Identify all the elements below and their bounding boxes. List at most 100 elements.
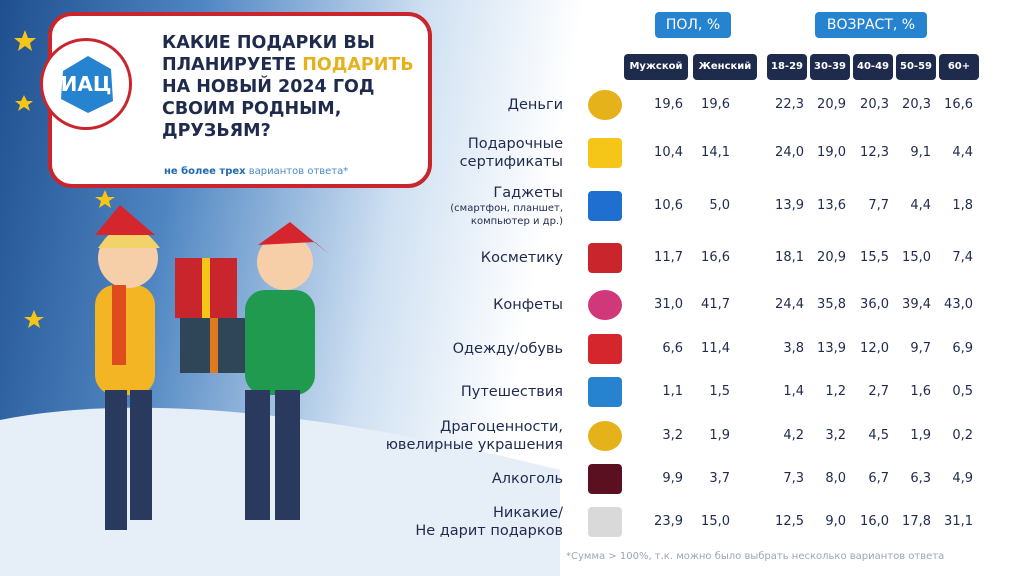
label-line: Одежду/обувь bbox=[452, 341, 563, 357]
cell-value: 16,6 bbox=[944, 97, 973, 112]
cell-value: 36,0 bbox=[860, 297, 889, 312]
cell-value: 24,4 bbox=[775, 297, 804, 312]
icon bbox=[588, 191, 622, 221]
illustration bbox=[0, 30, 560, 576]
row-label: Никакие/Не дарит подарков bbox=[415, 504, 563, 540]
row-label: Алкоголь bbox=[492, 470, 563, 488]
cell-value: 4,5 bbox=[868, 428, 889, 443]
cell-value: 1,8 bbox=[952, 198, 973, 213]
icon bbox=[588, 243, 622, 273]
cell-value: 4,4 bbox=[952, 145, 973, 160]
cell-value: 16,6 bbox=[701, 250, 730, 265]
cell-value: 1,9 bbox=[709, 428, 730, 443]
cell-value: 13,9 bbox=[817, 341, 846, 356]
cell-value: 0,2 bbox=[952, 428, 973, 443]
cell-value: 3,2 bbox=[825, 428, 846, 443]
cell-value: 1,5 bbox=[709, 384, 730, 399]
cell-value: 14,1 bbox=[701, 145, 730, 160]
cell-value: 9,9 bbox=[662, 471, 683, 486]
cell-value: 18,1 bbox=[775, 250, 804, 265]
row-label: Подарочные сертификаты bbox=[460, 135, 563, 171]
column-header: Женский bbox=[693, 54, 757, 80]
cell-value: 7,7 bbox=[868, 198, 889, 213]
title: КАКИЕ ПОДАРКИ ВЫ ПЛАНИРУЕТЕ ПОДАРИТЬ НА … bbox=[162, 32, 427, 142]
cell-value: 15,0 bbox=[701, 514, 730, 529]
icon bbox=[588, 138, 622, 168]
row-label: Драгоценности, ювелирные украшения bbox=[386, 418, 563, 454]
title-highlight: ПОДАРИТЬ bbox=[302, 55, 414, 75]
cell-value: 6,9 bbox=[952, 341, 973, 356]
label-line: Алкоголь bbox=[491, 471, 563, 487]
cell-value: 19,0 bbox=[817, 145, 846, 160]
cell-value: 6,3 bbox=[910, 471, 931, 486]
title-text: НА НОВЫЙ 2024 ГОД СВОИМ РОДНЫМ, ДРУЗЬЯМ? bbox=[162, 77, 375, 141]
label-line: сертификаты bbox=[459, 154, 563, 170]
row-label: Гаджеты (смартфон, планшет, компьютер и др… bbox=[450, 184, 563, 228]
cell-value: 15,0 bbox=[902, 250, 931, 265]
cell-value: 7,3 bbox=[783, 471, 804, 486]
label-note: (смартфон, планшет, bbox=[450, 203, 563, 214]
cell-value: 3,7 bbox=[709, 471, 730, 486]
cell-value: 11,7 bbox=[654, 250, 683, 265]
label-line: Драгоценности, bbox=[440, 419, 563, 435]
cell-value: 13,6 bbox=[817, 198, 846, 213]
cell-value: 20,9 bbox=[817, 97, 846, 112]
label-line: Конфеты bbox=[493, 297, 563, 313]
cell-value: 5,0 bbox=[709, 198, 730, 213]
label-line: Деньги bbox=[507, 97, 563, 113]
icon bbox=[588, 90, 622, 120]
row-label: Одежду/обувь bbox=[453, 340, 563, 358]
icon bbox=[588, 421, 622, 451]
group-header: ВОЗРАСТ, % bbox=[815, 12, 927, 38]
cell-value: 13,9 bbox=[775, 198, 804, 213]
subtitle-text: вариантов ответа* bbox=[245, 166, 349, 177]
subtitle: не более трех вариантов ответа* bbox=[164, 166, 348, 177]
label-note: компьютер и др.) bbox=[470, 216, 563, 227]
cell-value: 15,5 bbox=[860, 250, 889, 265]
column-header: 30-39 bbox=[810, 54, 850, 80]
cell-value: 3,8 bbox=[783, 341, 804, 356]
cell-value: 9,1 bbox=[910, 145, 931, 160]
cell-value: 6,6 bbox=[662, 341, 683, 356]
cell-value: 10,4 bbox=[654, 145, 683, 160]
row-label: Путешествия bbox=[461, 383, 563, 401]
footnote: *Сумма > 100%, т.к. можно было выбрать н… bbox=[566, 551, 945, 562]
cell-value: 19,6 bbox=[701, 97, 730, 112]
person-left bbox=[95, 205, 160, 530]
cell-value: 2,7 bbox=[868, 384, 889, 399]
label-line: Косметику bbox=[480, 250, 563, 266]
logo: ИАЦ bbox=[40, 38, 132, 130]
label-line: ювелирные украшения bbox=[385, 437, 563, 453]
cell-value: 9,7 bbox=[910, 341, 931, 356]
column-header: 18-29 bbox=[767, 54, 807, 80]
cell-value: 20,3 bbox=[902, 97, 931, 112]
icon bbox=[588, 290, 622, 320]
cell-value: 4,9 bbox=[952, 471, 973, 486]
icon bbox=[588, 377, 622, 407]
cell-value: 1,1 bbox=[662, 384, 683, 399]
cell-value: 43,0 bbox=[944, 297, 973, 312]
column-header: 50-59 bbox=[896, 54, 936, 80]
column-header: 60+ bbox=[939, 54, 979, 80]
label-line: Не дарит подарков bbox=[415, 523, 563, 539]
cell-value: 19,6 bbox=[654, 97, 683, 112]
cell-value: 24,0 bbox=[775, 145, 804, 160]
column-header: 40-49 bbox=[853, 54, 893, 80]
cell-value: 20,3 bbox=[860, 97, 889, 112]
row-label: Косметику bbox=[481, 249, 563, 267]
cell-value: 22,3 bbox=[775, 97, 804, 112]
cell-value: 31,1 bbox=[944, 514, 973, 529]
row-label: Конфеты bbox=[493, 296, 563, 314]
icon bbox=[588, 464, 622, 494]
cell-value: 1,2 bbox=[825, 384, 846, 399]
cell-value: 1,9 bbox=[910, 428, 931, 443]
logo-text: ИАЦ bbox=[61, 72, 112, 96]
cell-value: 41,7 bbox=[701, 297, 730, 312]
cell-value: 17,8 bbox=[902, 514, 931, 529]
cell-value: 12,0 bbox=[860, 341, 889, 356]
cell-value: 35,8 bbox=[817, 297, 846, 312]
icon bbox=[588, 507, 622, 537]
subtitle-bold: не более трех bbox=[164, 166, 246, 177]
cell-value: 16,0 bbox=[860, 514, 889, 529]
cell-value: 6,7 bbox=[868, 471, 889, 486]
